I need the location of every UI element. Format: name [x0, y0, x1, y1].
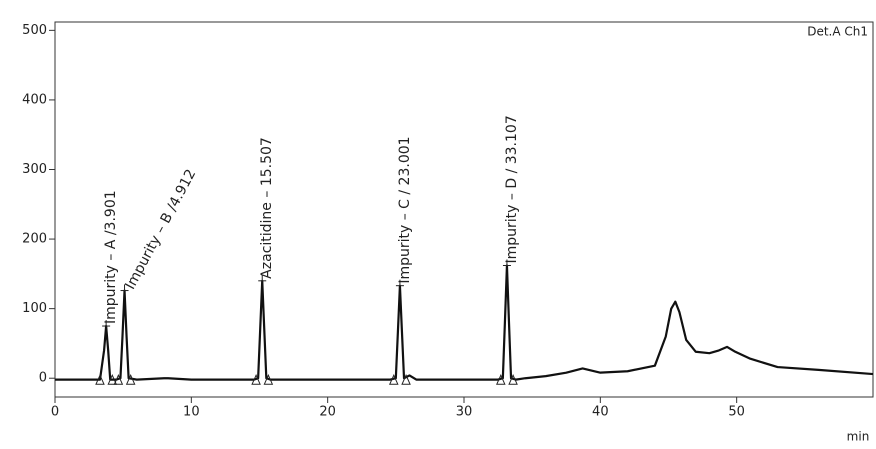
x-tick-label: 50 [728, 405, 745, 420]
y-tick-label: 0 [39, 371, 47, 386]
peak-label: Impurity – D / 33.107 [504, 115, 520, 263]
y-tick-label: 400 [22, 92, 47, 107]
y-tick-label: 500 [22, 23, 47, 38]
x-axis-label: min [847, 430, 870, 444]
x-tick-label: 10 [183, 405, 200, 420]
y-tick-label: 100 [22, 301, 47, 316]
peak-label: Impurity – C / 23.001 [397, 136, 413, 283]
peak-marker [263, 373, 274, 385]
peak-label: Impurity – A /3.901 [103, 190, 119, 324]
peak-marker [496, 373, 506, 385]
peak-marker [125, 373, 136, 385]
y-tick-label: 300 [22, 162, 47, 177]
peak-marker [95, 373, 105, 385]
x-tick-label: 40 [592, 405, 609, 420]
peak-marker [107, 373, 118, 385]
peak-marker [389, 373, 399, 385]
x-tick-label: 20 [319, 405, 336, 420]
peak-marker [251, 373, 261, 385]
peak-marker [113, 373, 124, 385]
peak-label: Impurity – B /4.912 [122, 167, 199, 293]
trace-line [55, 264, 874, 381]
peak-marker [508, 373, 518, 385]
y-tick-label: 200 [22, 232, 47, 247]
x-tick-label: 0 [51, 405, 59, 420]
peak-marker [401, 373, 411, 385]
x-tick-label: 30 [456, 405, 473, 420]
peak-label: Azacitidine – 15.507 [259, 137, 275, 279]
detector-label: Det.A Ch1 [807, 25, 868, 39]
